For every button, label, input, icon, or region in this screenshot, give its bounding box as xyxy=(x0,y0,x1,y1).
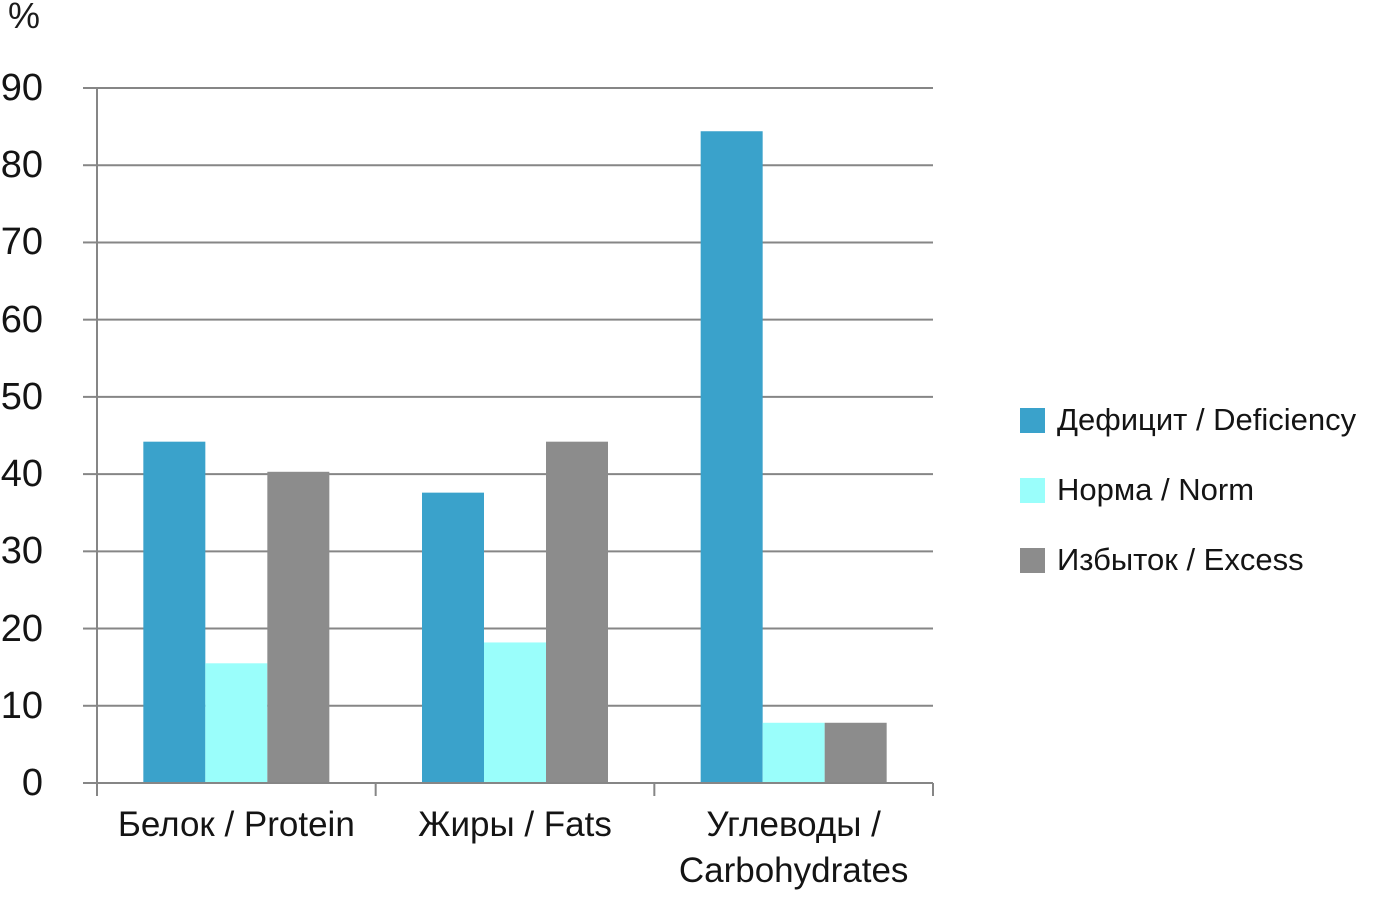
legend-item: Норма / Norm xyxy=(1020,472,1254,508)
y-tick-label: 40 xyxy=(0,453,43,496)
legend-label: Дефицит / Deficiency xyxy=(1057,402,1357,437)
legend-label: Избыток / Excess xyxy=(1057,542,1304,577)
bar xyxy=(824,722,887,783)
y-tick-label: 50 xyxy=(0,375,43,418)
legend-item: Дефицит / Deficiency xyxy=(1020,402,1356,438)
legend-item: Избыток / Excess xyxy=(1020,542,1304,578)
y-tick-label: 60 xyxy=(0,298,43,341)
category-label: Белок / Protein xyxy=(117,805,355,844)
y-tick-label: 70 xyxy=(0,221,43,264)
category-label: Жиры / Fats xyxy=(418,805,612,844)
bar xyxy=(484,642,546,783)
legend-label: Норма / Norm xyxy=(1057,472,1255,507)
y-axis-unit-label: % xyxy=(8,0,41,36)
bar xyxy=(205,663,268,783)
y-tick-label: 0 xyxy=(21,762,43,804)
legend-swatch xyxy=(1020,547,1045,573)
y-tick-label: 20 xyxy=(0,607,43,650)
y-tick-label: 80 xyxy=(0,144,43,187)
bar xyxy=(267,471,330,783)
bar xyxy=(422,492,484,783)
y-tick-label: 30 xyxy=(0,530,43,573)
category-label: Углеводы / Carbohydrates xyxy=(678,805,909,890)
bar xyxy=(546,441,608,783)
y-tick-label: 90 xyxy=(0,67,43,109)
bar xyxy=(143,441,206,783)
bar xyxy=(700,131,763,783)
legend-swatch xyxy=(1020,477,1045,503)
bar xyxy=(762,722,825,783)
y-tick-label: 10 xyxy=(0,684,43,727)
legend-swatch xyxy=(1020,407,1045,433)
